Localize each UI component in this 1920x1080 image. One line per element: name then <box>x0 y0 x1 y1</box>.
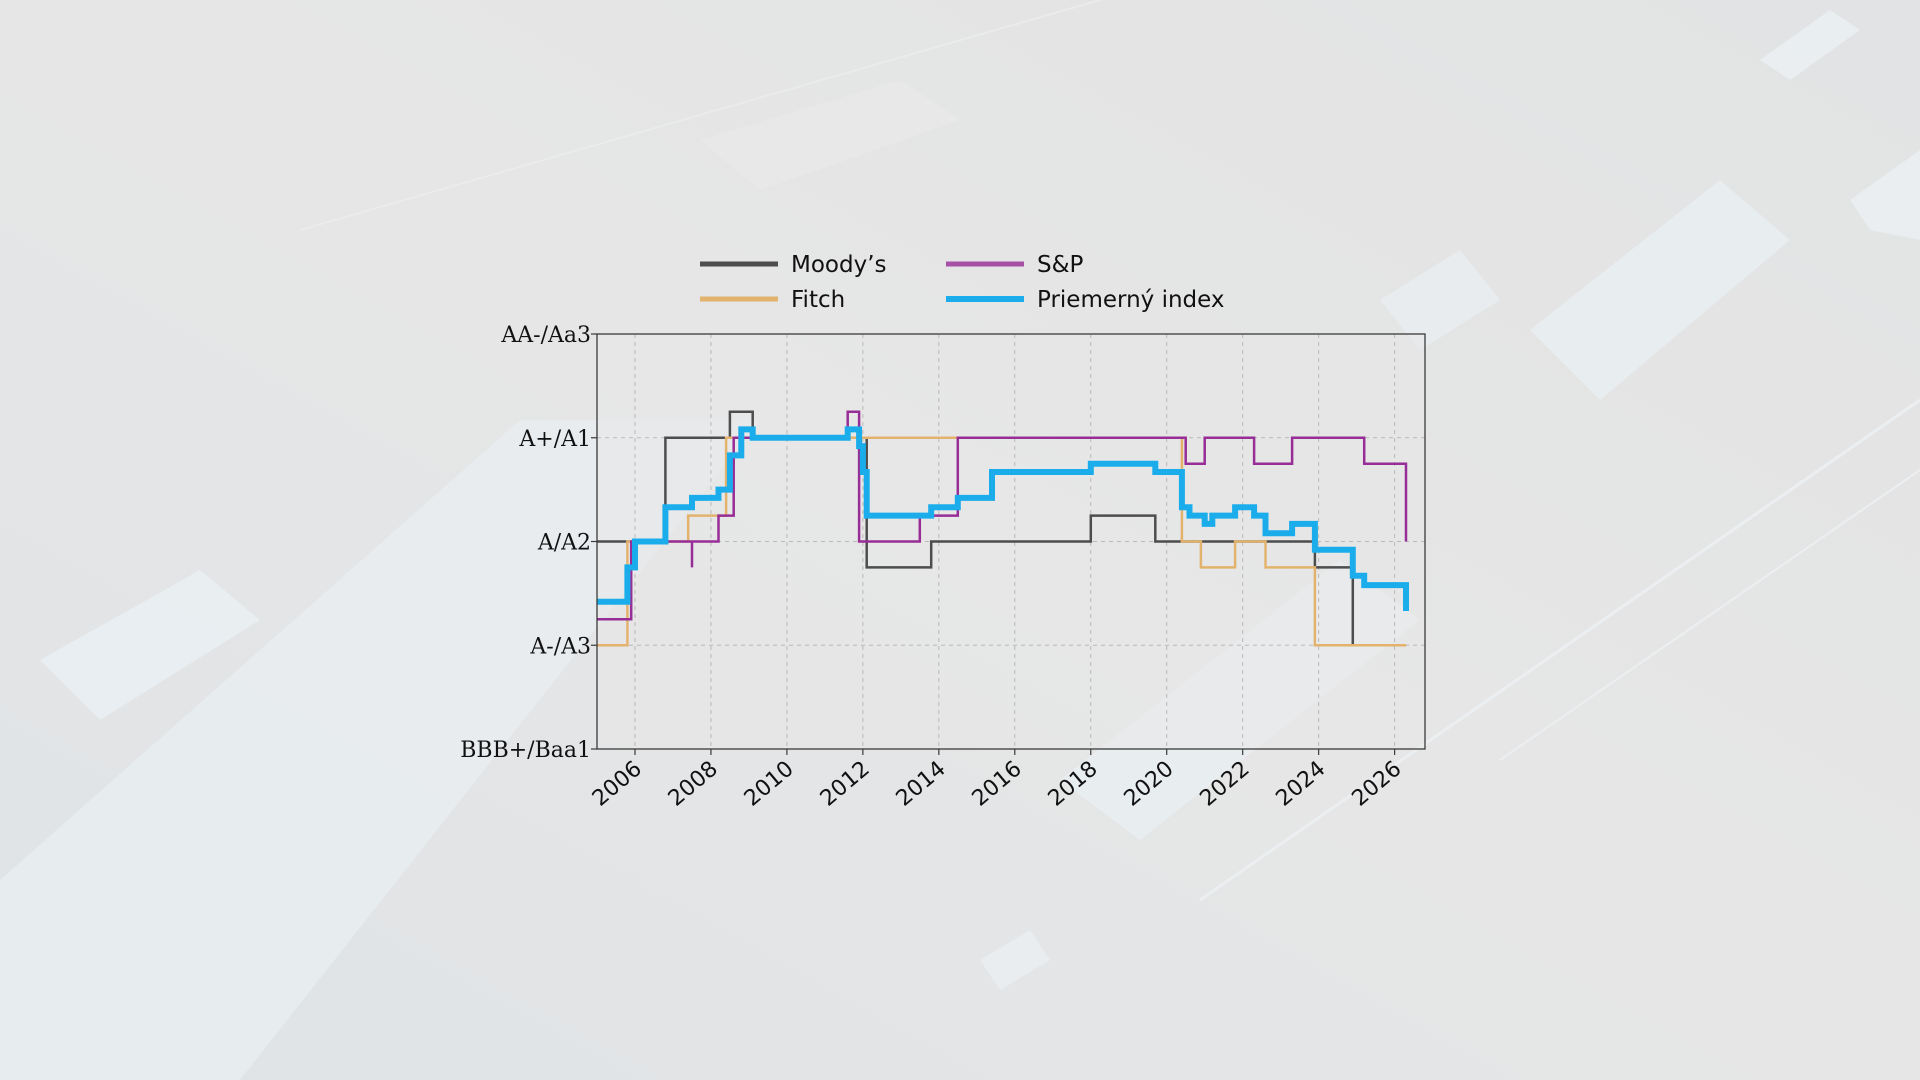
x-tick-label-2024: 2024 <box>1272 756 1331 811</box>
y-tick-label-bbb-baa1: BBB+/Baa1 <box>460 738 591 763</box>
x-tick-label-2018: 2018 <box>1044 756 1103 811</box>
y-tick-label-aa-aa3: AA-/Aa3 <box>500 323 591 348</box>
series-line-s-p <box>597 410 1408 621</box>
x-tick-label-2022: 2022 <box>1196 756 1255 811</box>
x-tick-label-2010: 2010 <box>740 756 799 811</box>
series-line-priemern-index <box>597 426 1409 611</box>
y-tick-label-a-a3: A-/A3 <box>529 634 591 659</box>
x-tick-label-2012: 2012 <box>816 756 875 811</box>
x-tick-label-2008: 2008 <box>664 756 723 811</box>
legend-label-moody-s: Moody’s <box>791 252 887 278</box>
y-tick-label-a-a1: A+/A1 <box>518 427 591 452</box>
y-tick-label-a-a2: A/A2 <box>537 531 591 556</box>
series-lines <box>597 410 1409 647</box>
legend-label-fitch: Fitch <box>791 287 845 313</box>
legend-label-s-p: S&P <box>1037 252 1084 278</box>
x-tick-label-2006: 2006 <box>588 756 647 811</box>
x-tick-label-2016: 2016 <box>968 756 1027 811</box>
x-tick-label-2026: 2026 <box>1348 756 1407 811</box>
x-tick-label-2014: 2014 <box>892 756 951 811</box>
x-tick-label-2020: 2020 <box>1120 756 1179 811</box>
legend-label-priemern-index: Priemerný index <box>1037 287 1225 313</box>
legend: Moody’s Fitch S&P Priemerný index <box>700 252 1225 313</box>
